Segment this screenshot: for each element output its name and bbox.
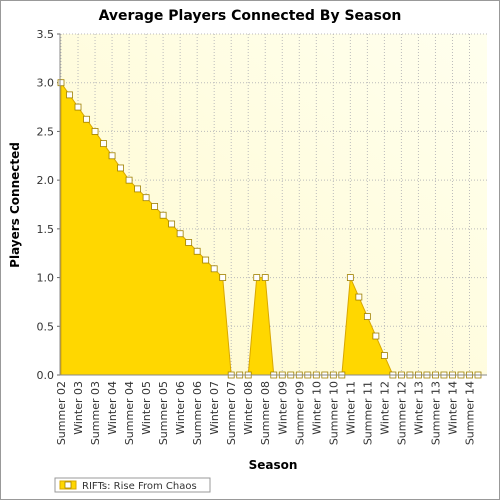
point-marker xyxy=(193,247,201,255)
legend-box xyxy=(54,477,211,493)
x-tick-label: Summer 12 xyxy=(395,381,408,445)
point-marker xyxy=(261,274,269,281)
y-axis-label: Players Connected xyxy=(8,142,22,268)
y-tick-label: 3.0 xyxy=(37,77,55,90)
point-marker xyxy=(142,194,150,202)
x-tick-label: Summer 04 xyxy=(123,381,136,445)
point-marker xyxy=(100,140,107,148)
x-tick-label: Summer 05 xyxy=(157,381,170,445)
x-tick-label: Winter 13 xyxy=(412,381,425,435)
y-tick-label: 2.0 xyxy=(37,174,55,187)
y-tick-label: 1.0 xyxy=(37,272,55,285)
x-tick-label: Summer 13 xyxy=(429,381,442,445)
point-marker xyxy=(117,164,124,172)
y-tick-label: 0.5 xyxy=(37,320,55,333)
chart-title: Average Players Connected By Season xyxy=(99,8,402,24)
x-tick-label: Winter 08 xyxy=(242,381,255,435)
y-tick-label: 0.0 xyxy=(37,369,55,382)
x-tick-label: Winter 14 xyxy=(446,381,459,435)
point-marker xyxy=(176,230,184,238)
x-tick-label: Summer 02 xyxy=(55,381,68,445)
x-tick-label: Winter 12 xyxy=(378,381,391,435)
point-marker xyxy=(202,256,210,264)
x-tick-label: Summer 09 xyxy=(293,381,306,445)
point-marker xyxy=(134,185,141,193)
x-tick-label: Summer 11 xyxy=(361,381,374,445)
x-tick-label: Winter 09 xyxy=(276,381,289,435)
point-marker xyxy=(151,203,159,210)
point-marker xyxy=(185,239,193,246)
x-tick-label: Summer 03 xyxy=(89,381,102,445)
point-marker xyxy=(372,332,380,340)
x-tick-label: Summer 14 xyxy=(463,381,476,445)
x-tick-label: Winter 07 xyxy=(208,381,221,435)
x-tick-label: Winter 11 xyxy=(344,381,357,435)
point-marker xyxy=(363,313,371,320)
point-marker xyxy=(83,115,90,123)
point-marker xyxy=(125,176,133,184)
point-marker xyxy=(346,274,354,281)
x-tick-label: Winter 06 xyxy=(174,381,187,435)
x-tick-label: Winter 10 xyxy=(310,381,323,435)
x-tick-label: Summer 07 xyxy=(225,381,238,445)
point-marker xyxy=(168,220,176,228)
point-marker xyxy=(219,274,227,281)
x-axis-label: Season xyxy=(249,458,298,472)
legend-marker xyxy=(64,481,72,489)
point-marker xyxy=(108,152,116,160)
point-marker xyxy=(91,128,99,135)
point-marker xyxy=(159,211,167,219)
y-tick-label: 1.5 xyxy=(37,223,55,236)
x-tick-label: Summer 06 xyxy=(191,381,204,445)
point-marker xyxy=(74,103,82,111)
point-marker xyxy=(253,274,261,281)
point-marker xyxy=(57,79,65,87)
x-tick-label: Winter 04 xyxy=(106,381,119,435)
point-marker xyxy=(355,293,363,301)
y-tick-label: 3.5 xyxy=(37,28,55,41)
y-tick-label: 2.5 xyxy=(37,125,55,138)
point-marker xyxy=(66,91,73,99)
x-tick-label: Winter 05 xyxy=(140,381,153,435)
x-tick-label: Winter 03 xyxy=(72,381,85,435)
point-marker xyxy=(210,265,218,273)
x-tick-label: Summer 10 xyxy=(327,381,340,445)
x-tick-label: Summer 08 xyxy=(259,381,272,445)
legend-label: RIFTs: Rise From Chaos xyxy=(82,481,197,492)
point-marker xyxy=(380,352,388,359)
